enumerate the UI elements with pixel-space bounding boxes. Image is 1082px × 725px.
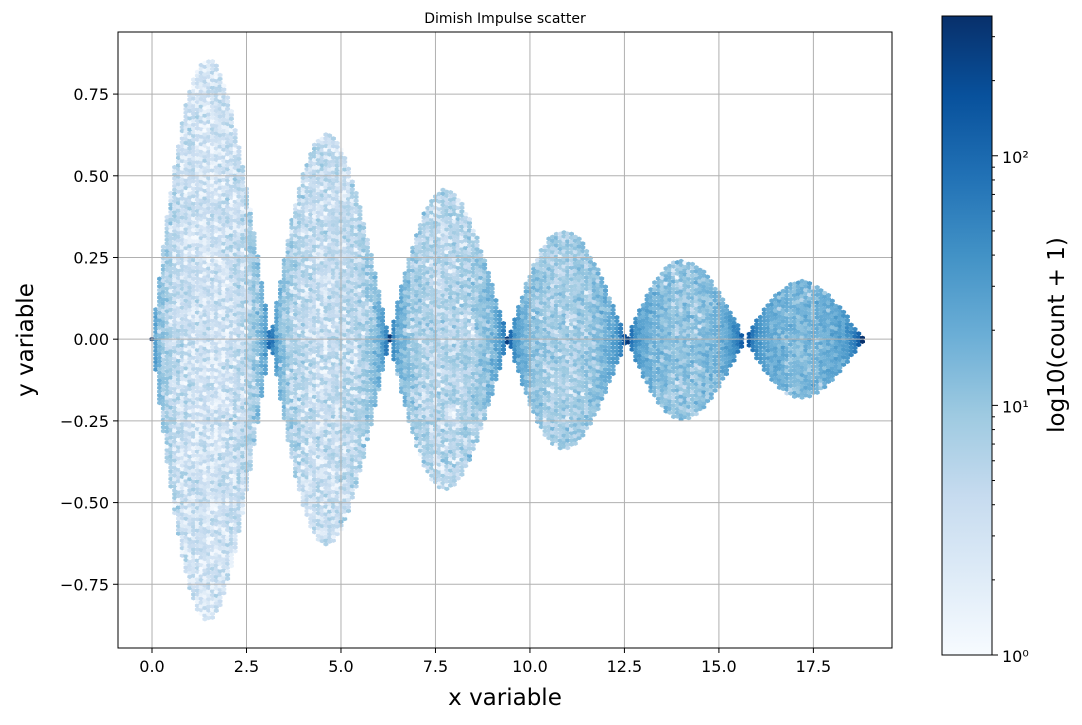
- hex-bin: [263, 303, 268, 308]
- hex-bin: [354, 191, 359, 196]
- hexbin-layer: [150, 59, 866, 622]
- hex-bin: [259, 281, 264, 286]
- chart-title: Dimish Impulse scatter: [424, 11, 586, 27]
